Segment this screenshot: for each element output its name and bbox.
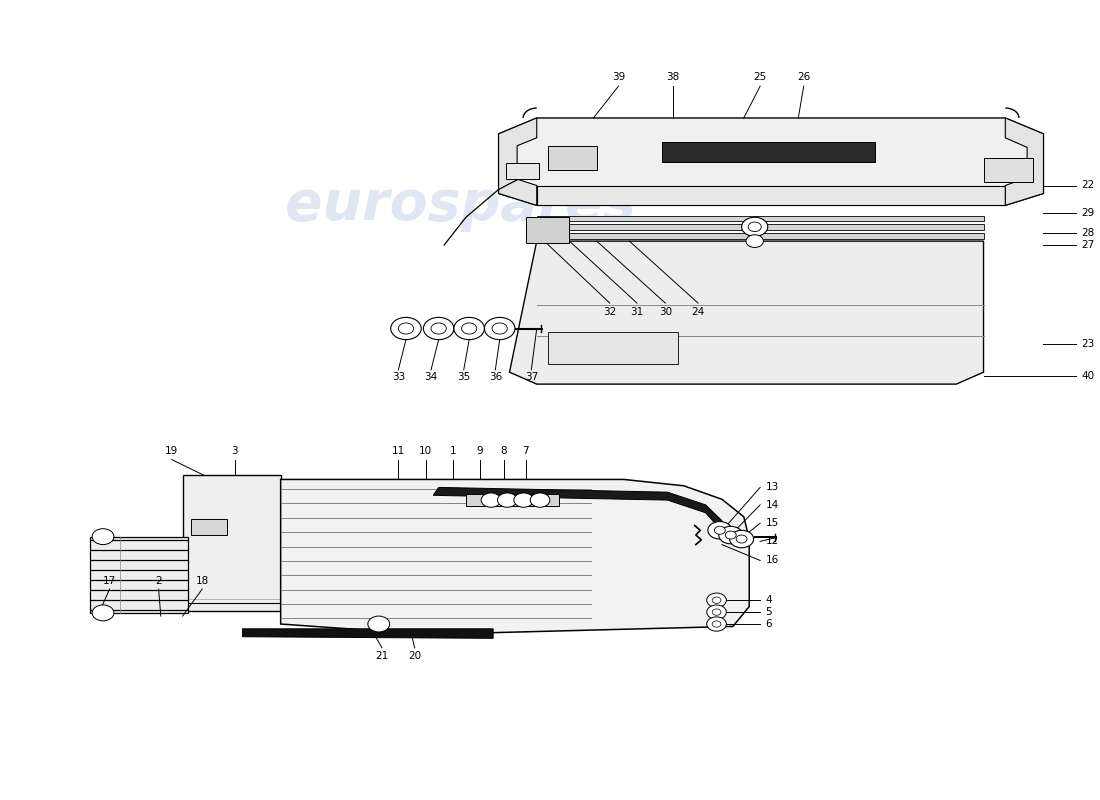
Text: 28: 28 <box>1081 228 1094 238</box>
Circle shape <box>514 493 534 507</box>
Circle shape <box>712 609 720 615</box>
Text: 14: 14 <box>766 500 779 510</box>
Circle shape <box>390 318 421 340</box>
Polygon shape <box>498 118 537 206</box>
Text: 3: 3 <box>232 446 239 457</box>
Bar <box>506 163 539 179</box>
Text: 9: 9 <box>476 446 483 457</box>
Polygon shape <box>90 537 188 613</box>
Bar <box>548 333 679 364</box>
Text: 31: 31 <box>630 307 644 317</box>
Circle shape <box>706 593 726 607</box>
Text: 35: 35 <box>458 372 471 382</box>
Polygon shape <box>498 118 1044 206</box>
Text: 16: 16 <box>766 555 779 566</box>
Circle shape <box>725 531 736 539</box>
Text: 10: 10 <box>419 446 432 457</box>
Polygon shape <box>537 186 1005 206</box>
Text: eurospares: eurospares <box>285 178 636 232</box>
Bar <box>662 142 874 162</box>
Polygon shape <box>242 629 493 638</box>
Circle shape <box>398 323 414 334</box>
Bar <box>191 519 228 535</box>
Circle shape <box>424 318 454 340</box>
Circle shape <box>92 605 114 621</box>
Text: 39: 39 <box>612 72 625 82</box>
Text: 8: 8 <box>500 446 507 457</box>
Text: 22: 22 <box>1081 181 1094 190</box>
Circle shape <box>746 234 763 247</box>
Bar <box>548 146 596 170</box>
Circle shape <box>741 218 768 236</box>
Circle shape <box>481 493 500 507</box>
Text: 38: 38 <box>667 72 680 82</box>
Circle shape <box>706 617 726 631</box>
Circle shape <box>367 616 389 632</box>
Text: 29: 29 <box>1081 208 1094 218</box>
Circle shape <box>431 323 447 334</box>
Circle shape <box>92 529 114 545</box>
Text: 36: 36 <box>488 372 502 382</box>
Text: 40: 40 <box>1081 371 1094 381</box>
Polygon shape <box>280 479 749 634</box>
Text: 11: 11 <box>392 446 405 457</box>
Text: 23: 23 <box>1081 339 1094 350</box>
Text: 33: 33 <box>392 372 405 382</box>
Text: 24: 24 <box>692 307 705 317</box>
Text: 26: 26 <box>798 72 811 82</box>
Polygon shape <box>466 494 559 506</box>
Text: 17: 17 <box>103 576 117 586</box>
Text: 19: 19 <box>165 446 178 457</box>
Circle shape <box>714 526 725 534</box>
Text: 6: 6 <box>766 619 772 629</box>
Text: 13: 13 <box>766 482 779 492</box>
Circle shape <box>729 530 754 548</box>
Text: 5: 5 <box>766 607 772 617</box>
Text: 37: 37 <box>525 372 538 382</box>
Polygon shape <box>1005 118 1044 206</box>
Circle shape <box>736 535 747 543</box>
Polygon shape <box>509 241 983 384</box>
Text: 7: 7 <box>522 446 529 457</box>
Circle shape <box>712 621 720 627</box>
Polygon shape <box>537 233 983 238</box>
Text: 30: 30 <box>659 307 672 317</box>
Circle shape <box>484 318 515 340</box>
Polygon shape <box>183 475 280 610</box>
Circle shape <box>748 222 761 231</box>
Text: 34: 34 <box>425 372 438 382</box>
Circle shape <box>707 522 732 539</box>
Text: 32: 32 <box>603 307 616 317</box>
Circle shape <box>454 318 484 340</box>
Circle shape <box>492 323 507 334</box>
Polygon shape <box>433 487 722 531</box>
Circle shape <box>712 597 720 603</box>
Text: 2: 2 <box>155 576 162 586</box>
Text: 21: 21 <box>375 651 388 661</box>
Circle shape <box>530 493 550 507</box>
Circle shape <box>497 493 517 507</box>
Text: 4: 4 <box>766 595 772 605</box>
Text: 1: 1 <box>450 446 456 457</box>
Text: 15: 15 <box>766 518 779 528</box>
Text: eurospares: eurospares <box>285 488 636 542</box>
Circle shape <box>462 323 476 334</box>
Text: 18: 18 <box>196 576 209 586</box>
Text: 12: 12 <box>766 537 779 546</box>
Text: 20: 20 <box>408 651 421 661</box>
Polygon shape <box>537 216 983 222</box>
Polygon shape <box>537 225 983 230</box>
Circle shape <box>718 526 743 544</box>
Circle shape <box>706 605 726 619</box>
Bar <box>526 218 570 242</box>
Text: 27: 27 <box>1081 240 1094 250</box>
Text: 25: 25 <box>754 72 767 82</box>
Bar <box>983 158 1033 182</box>
